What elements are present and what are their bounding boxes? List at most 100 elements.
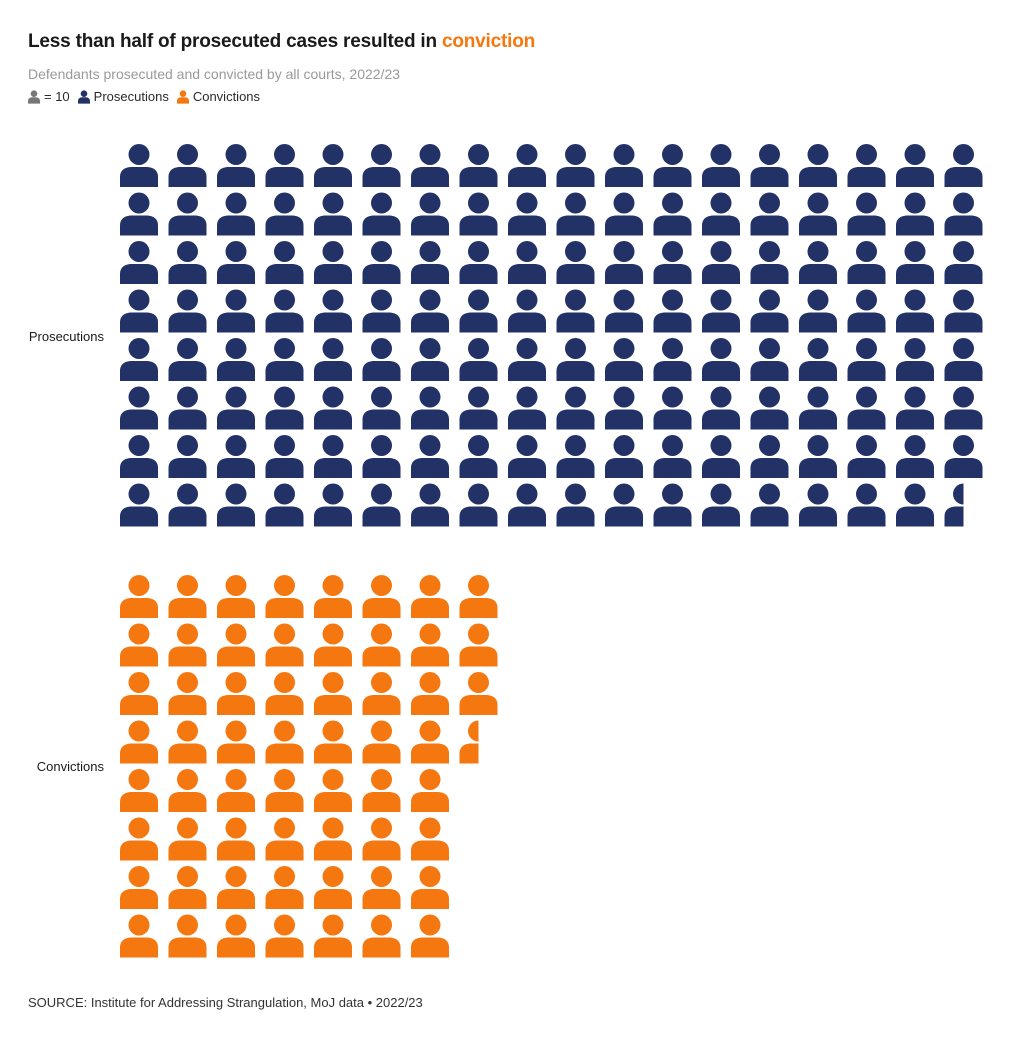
prosecutions-icon-3	[120, 289, 158, 333]
prosecutions-icon-52	[411, 338, 449, 381]
prosecutions-icon-128	[896, 144, 934, 187]
convictions-icon-55	[411, 914, 449, 958]
prosecutions-icon-77	[556, 386, 595, 430]
prosecutions-icon-109	[750, 386, 789, 430]
prosecutions-icon-6	[120, 435, 158, 478]
prosecutions-icon-19	[217, 289, 255, 333]
prosecutions-icon-41	[362, 192, 401, 236]
prosecutions-icon-133	[896, 386, 934, 430]
prosecutions-icon-55	[411, 483, 449, 527]
prosecutions-icon-24	[265, 144, 304, 187]
prosecutions-icon-30	[265, 435, 304, 478]
convictions-icon-33	[314, 623, 352, 667]
convictions-icon-32	[314, 575, 352, 618]
prosecutions-icon-51	[411, 289, 449, 333]
prosecutions-icon-63	[459, 483, 498, 527]
prosecutions-icon-103	[702, 483, 740, 527]
person-icon-grey	[28, 89, 40, 104]
legend-prosecutions-label: Prosecutions	[93, 89, 169, 104]
prosecutions-icon-72	[556, 144, 595, 187]
convictions-icon-16	[217, 575, 255, 618]
prosecutions-icon-102	[702, 435, 740, 478]
convictions-icon-0	[120, 575, 158, 618]
convictions-icon-17	[217, 623, 255, 667]
prosecutions-icon-73	[556, 192, 595, 236]
convictions-icon-19	[217, 720, 255, 764]
prosecutions-icon-111	[750, 483, 789, 527]
convictions-icon-56	[459, 575, 498, 618]
prosecutions-icon-83	[605, 289, 643, 333]
convictions-icon-42	[362, 672, 401, 715]
convictions-icon-7	[120, 914, 158, 958]
prosecutions-icon-49	[411, 192, 449, 236]
convictions-icon-13	[168, 817, 207, 861]
prosecutions-icon-14	[168, 435, 207, 478]
prosecutions-icon-22	[217, 435, 255, 478]
prosecutions-icon-11	[168, 289, 207, 333]
convictions-icon-27	[265, 720, 304, 764]
convictions-icon-46	[362, 866, 401, 909]
prosecutions-icon-92	[653, 338, 692, 381]
prosecutions-icon-82	[605, 241, 643, 284]
convictions-icon-26	[265, 672, 304, 715]
prosecutions-icon-25	[265, 192, 304, 236]
person-icon-orange	[176, 89, 189, 104]
prosecutions-icon-112	[799, 144, 837, 187]
convictions-icon-57	[459, 623, 498, 667]
prosecutions-icon-137	[944, 192, 983, 236]
convictions-icon-21	[217, 817, 255, 861]
prosecutions-icon-124	[847, 338, 886, 381]
convictions-icon-14	[168, 866, 207, 909]
prosecutions-icon-93	[653, 386, 692, 430]
convictions-icon-12	[168, 769, 207, 812]
prosecutions-icon-138	[944, 241, 983, 284]
convictions-icon-8	[168, 575, 207, 618]
prosecutions-icon-94	[653, 435, 692, 478]
prosecutions-icon-91	[653, 289, 692, 333]
prosecutions-icon-15	[168, 483, 207, 527]
prosecutions-icon-16	[217, 144, 255, 187]
prosecutions-icon-118	[799, 435, 837, 478]
prosecutions-icon-97	[702, 192, 740, 236]
prosecutions-icon-80	[605, 144, 643, 187]
convictions-icon-28	[265, 769, 304, 812]
prosecutions-icon-2	[120, 241, 158, 284]
prosecutions-icon-65	[508, 192, 546, 236]
legend: = 10 Prosecutions Convictions	[28, 89, 268, 104]
prosecutions-icon-140	[944, 338, 983, 381]
prosecutions-icon-71	[508, 483, 546, 527]
prosecutions-icon-53	[411, 386, 449, 430]
prosecutions-icon-86	[605, 435, 643, 478]
prosecutions-icon-75	[556, 289, 595, 333]
prosecutions-icon-26	[265, 241, 304, 284]
prosecutions-icon-8	[168, 144, 207, 187]
prosecutions-icon-81	[605, 192, 643, 236]
prosecutions-icon-113	[799, 192, 837, 236]
prosecutions-icon-132	[896, 338, 934, 381]
convictions-icon-2	[120, 672, 158, 715]
prosecutions-icon-69	[508, 386, 546, 430]
convictions-icon-11	[168, 720, 207, 764]
convictions-icon-30	[265, 866, 304, 909]
prosecutions-icon-23	[217, 483, 255, 527]
prosecutions-icon-60	[459, 338, 498, 381]
prosecutions-icon-57	[459, 192, 498, 236]
prosecutions-icon-125	[847, 386, 886, 430]
prosecutions-icon-76	[556, 338, 595, 381]
prosecutions-icon-7	[120, 483, 158, 527]
convictions-icon-50	[411, 672, 449, 715]
prosecutions-icon-36	[314, 338, 352, 381]
source-note: SOURCE: Institute for Addressing Strangu…	[28, 995, 423, 1010]
prosecutions-icon-50	[411, 241, 449, 284]
convictions-icon-35	[314, 720, 352, 764]
prosecutions-icon-141	[944, 386, 983, 430]
convictions-icon-54	[411, 866, 449, 909]
convictions-icon-29	[265, 817, 304, 861]
convictions-icon-18	[217, 672, 255, 715]
prosecutions-icon-32	[314, 144, 352, 187]
prosecutions-icon-78	[556, 435, 595, 478]
convictions-icon-10	[168, 672, 207, 715]
prosecutions-icon-143	[944, 483, 964, 527]
prosecutions-icon-85	[605, 386, 643, 430]
prosecutions-icon-108	[750, 338, 789, 381]
